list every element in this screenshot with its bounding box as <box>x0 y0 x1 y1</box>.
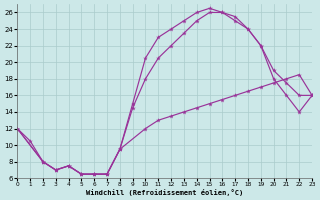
X-axis label: Windchill (Refroidissement éolien,°C): Windchill (Refroidissement éolien,°C) <box>86 189 243 196</box>
